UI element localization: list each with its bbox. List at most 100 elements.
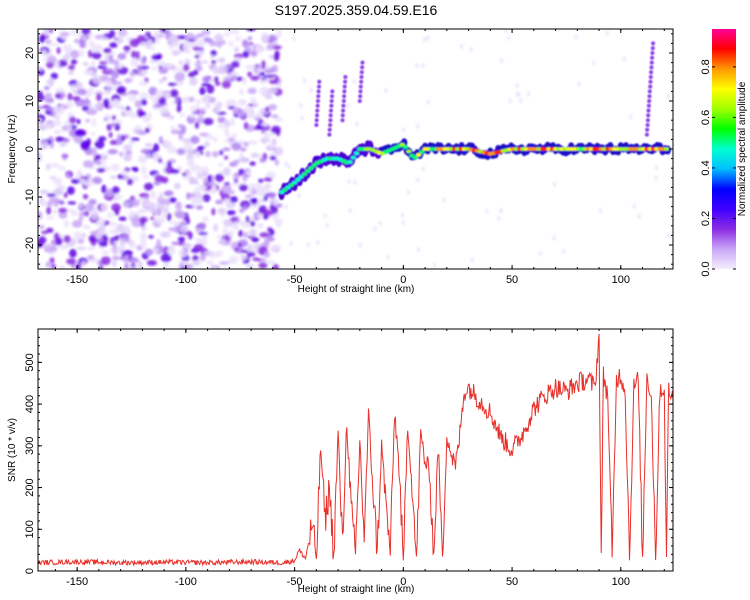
noise-blob — [163, 190, 173, 196]
noise-blob — [104, 113, 112, 121]
noise-blob — [78, 202, 84, 210]
ridge-streak — [359, 79, 364, 84]
ridge-streak — [649, 65, 654, 70]
noise-blob — [57, 59, 68, 67]
snr-y-tick-label: 100 — [24, 520, 36, 538]
noise-blob — [138, 111, 147, 117]
ridge-core — [399, 142, 405, 147]
noise-blob — [38, 105, 44, 110]
noise-blob — [264, 131, 269, 139]
colorbar-ticks: 0.0 0.2 0.4 0.6 0.8 — [700, 59, 736, 277]
noise-blob — [170, 89, 179, 98]
ridge-core — [663, 147, 670, 151]
noise-blob — [235, 76, 243, 82]
noise-blob — [196, 116, 206, 124]
noise-blob — [264, 74, 274, 79]
noise-blob — [182, 242, 192, 249]
colorbar: 0.0 0.2 0.4 0.6 0.8 Normalized spectral ampl… — [700, 29, 748, 277]
noise-blob — [241, 39, 249, 48]
noise-blob — [265, 259, 276, 265]
noise-blob — [91, 44, 103, 53]
noise-blob — [46, 106, 53, 112]
noise-blob — [292, 36, 296, 42]
ridge-streak — [645, 123, 650, 127]
noise-blob — [105, 79, 113, 89]
noise-blob — [67, 201, 77, 205]
noise-blob — [272, 263, 279, 269]
noise-blob — [400, 212, 404, 218]
noise-blob — [629, 114, 632, 120]
noise-blob — [189, 114, 196, 119]
ridge-streak — [646, 113, 651, 118]
noise-blob — [50, 72, 58, 80]
colorbar-label: Normalized spectral amplitude — [737, 81, 748, 216]
noise-blob — [100, 36, 109, 41]
noise-blob — [89, 39, 95, 49]
noise-blob — [297, 192, 301, 198]
noise-blob — [247, 87, 257, 95]
noise-blob — [95, 154, 102, 161]
noise-blob — [248, 187, 253, 196]
noise-blob — [150, 46, 155, 51]
noise-blob — [174, 72, 186, 82]
noise-blob — [139, 65, 150, 70]
noise-blob — [504, 29, 508, 34]
noise-blob — [46, 206, 52, 215]
noise-blob — [167, 82, 178, 87]
noise-blob — [165, 63, 174, 68]
noise-blob — [199, 253, 206, 262]
noise-blob — [353, 180, 357, 185]
spectrogram-heatmap — [38, 29, 671, 269]
noise-blob — [122, 249, 133, 256]
noise-blob — [215, 199, 224, 205]
noise-blob — [101, 256, 111, 266]
noise-blob — [346, 103, 350, 109]
noise-blob — [91, 176, 103, 185]
noise-blob — [122, 201, 131, 208]
noise-blob — [102, 250, 109, 256]
noise-blob — [259, 71, 266, 76]
noise-blob — [577, 81, 581, 87]
noise-blob — [38, 211, 43, 220]
noise-blob — [55, 87, 65, 93]
noise-blob — [139, 92, 149, 101]
noise-blob — [45, 39, 52, 44]
noise-blob — [212, 103, 222, 107]
noise-blob — [68, 71, 74, 76]
noise-blob — [75, 82, 82, 89]
noise-blob — [207, 174, 212, 183]
ridge-streak — [648, 79, 653, 84]
ridge-core — [416, 153, 422, 157]
noise-blob — [191, 110, 201, 115]
noise-blob — [245, 215, 250, 224]
noise-blob — [258, 178, 264, 184]
figure-title: S197.2025.359.04.59.E16 — [275, 2, 438, 18]
noise-blob — [217, 124, 227, 128]
noise-blob — [153, 248, 159, 253]
noise-blob — [257, 187, 267, 195]
snr-x-tick-label: -150 — [66, 576, 88, 588]
noise-blob — [276, 83, 282, 88]
noise-blob — [41, 230, 49, 235]
noise-blob — [71, 220, 83, 228]
noise-blob — [259, 79, 269, 84]
noise-blob — [90, 211, 99, 220]
noise-blob — [632, 204, 636, 209]
noise-blob — [164, 140, 173, 147]
colorbar-tick-label: 0.4 — [700, 160, 712, 175]
noise-blob — [469, 47, 473, 53]
noise-blob — [223, 219, 233, 227]
snr-y-tick-label: 0 — [24, 568, 36, 574]
noise-blob — [223, 167, 231, 176]
noise-blob — [54, 93, 62, 99]
noise-blob — [136, 129, 145, 135]
noise-blob — [206, 84, 215, 94]
spectrogram-y-tick-label: 10 — [24, 95, 36, 107]
noise-blob — [43, 86, 50, 91]
noise-blob — [117, 31, 129, 36]
noise-blob — [70, 209, 78, 217]
noise-blob — [111, 186, 120, 194]
noise-blob — [201, 60, 209, 64]
noise-blob — [192, 255, 199, 262]
noise-blob — [284, 204, 288, 210]
